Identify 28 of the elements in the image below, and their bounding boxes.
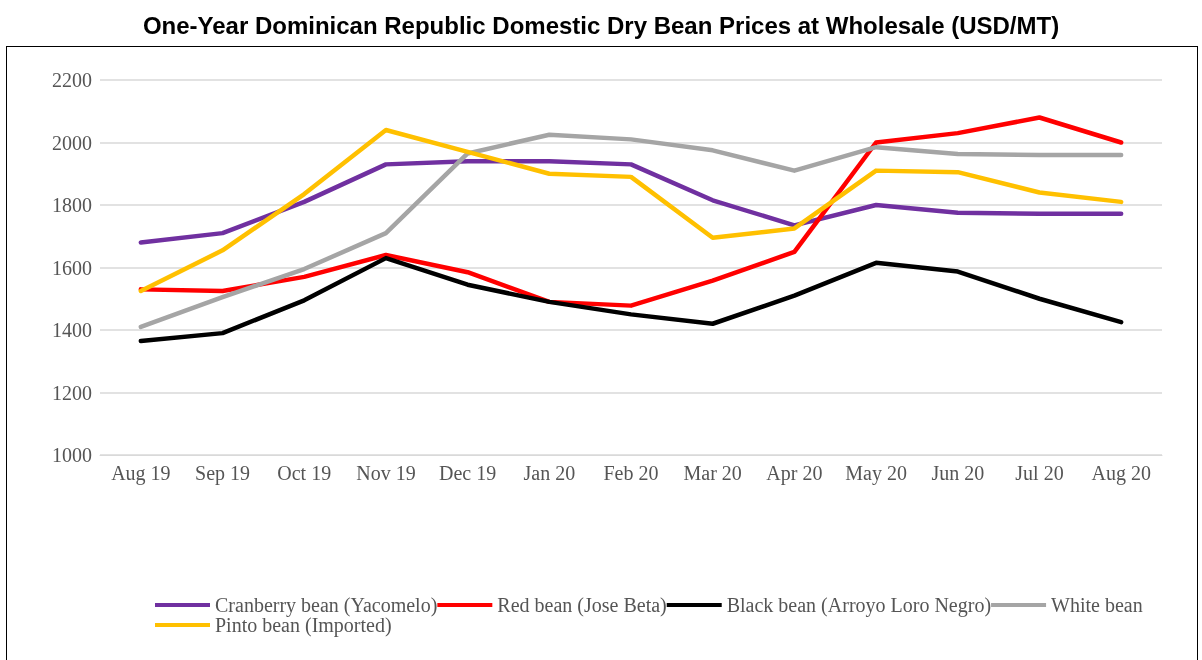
legend-label: Red bean (Jose Beta) bbox=[497, 594, 667, 617]
y-tick-label: 2000 bbox=[52, 131, 92, 154]
y-tick-label: 2200 bbox=[52, 69, 92, 91]
x-tick-label: Oct 19 bbox=[277, 462, 332, 484]
x-tick-label: Jul 20 bbox=[1015, 462, 1064, 484]
y-tick-label: 1600 bbox=[52, 256, 92, 279]
y-tick-label: 1800 bbox=[52, 194, 92, 216]
line-series bbox=[138, 159, 1124, 245]
x-tick-label: Jun 20 bbox=[931, 462, 985, 484]
y-tick-label: 1000 bbox=[52, 444, 92, 466]
x-tick-label: Apr 20 bbox=[766, 462, 823, 485]
x-tick-label: Nov 19 bbox=[356, 462, 416, 484]
x-tick-label: Mar 20 bbox=[683, 462, 742, 484]
x-tick-label: May 20 bbox=[845, 462, 907, 485]
y-tick-label: 1200 bbox=[52, 381, 92, 404]
x-tick-label: Dec 19 bbox=[439, 462, 497, 484]
x-tick-label: Aug 20 bbox=[1091, 462, 1151, 485]
x-tick-label: Feb 20 bbox=[603, 462, 659, 484]
line-series bbox=[138, 132, 1124, 330]
x-tick-label: Sep 19 bbox=[195, 462, 251, 485]
legend-label: White bean bbox=[1051, 594, 1143, 616]
y-tick-label: 1400 bbox=[52, 319, 92, 341]
legend-label: Black bean (Arroyo Loro Negro) bbox=[726, 594, 992, 617]
chart-title: One-Year Dominican Republic Domestic Dry Bean Prices at Wholesale (USD/MT) bbox=[142, 11, 1060, 39]
x-tick-label: Jan 20 bbox=[523, 462, 576, 484]
x-tick-label: Aug 19 bbox=[111, 462, 171, 485]
legend-label: Cranberry bean (Yacomelo) bbox=[215, 594, 438, 617]
line-series bbox=[138, 255, 1124, 344]
